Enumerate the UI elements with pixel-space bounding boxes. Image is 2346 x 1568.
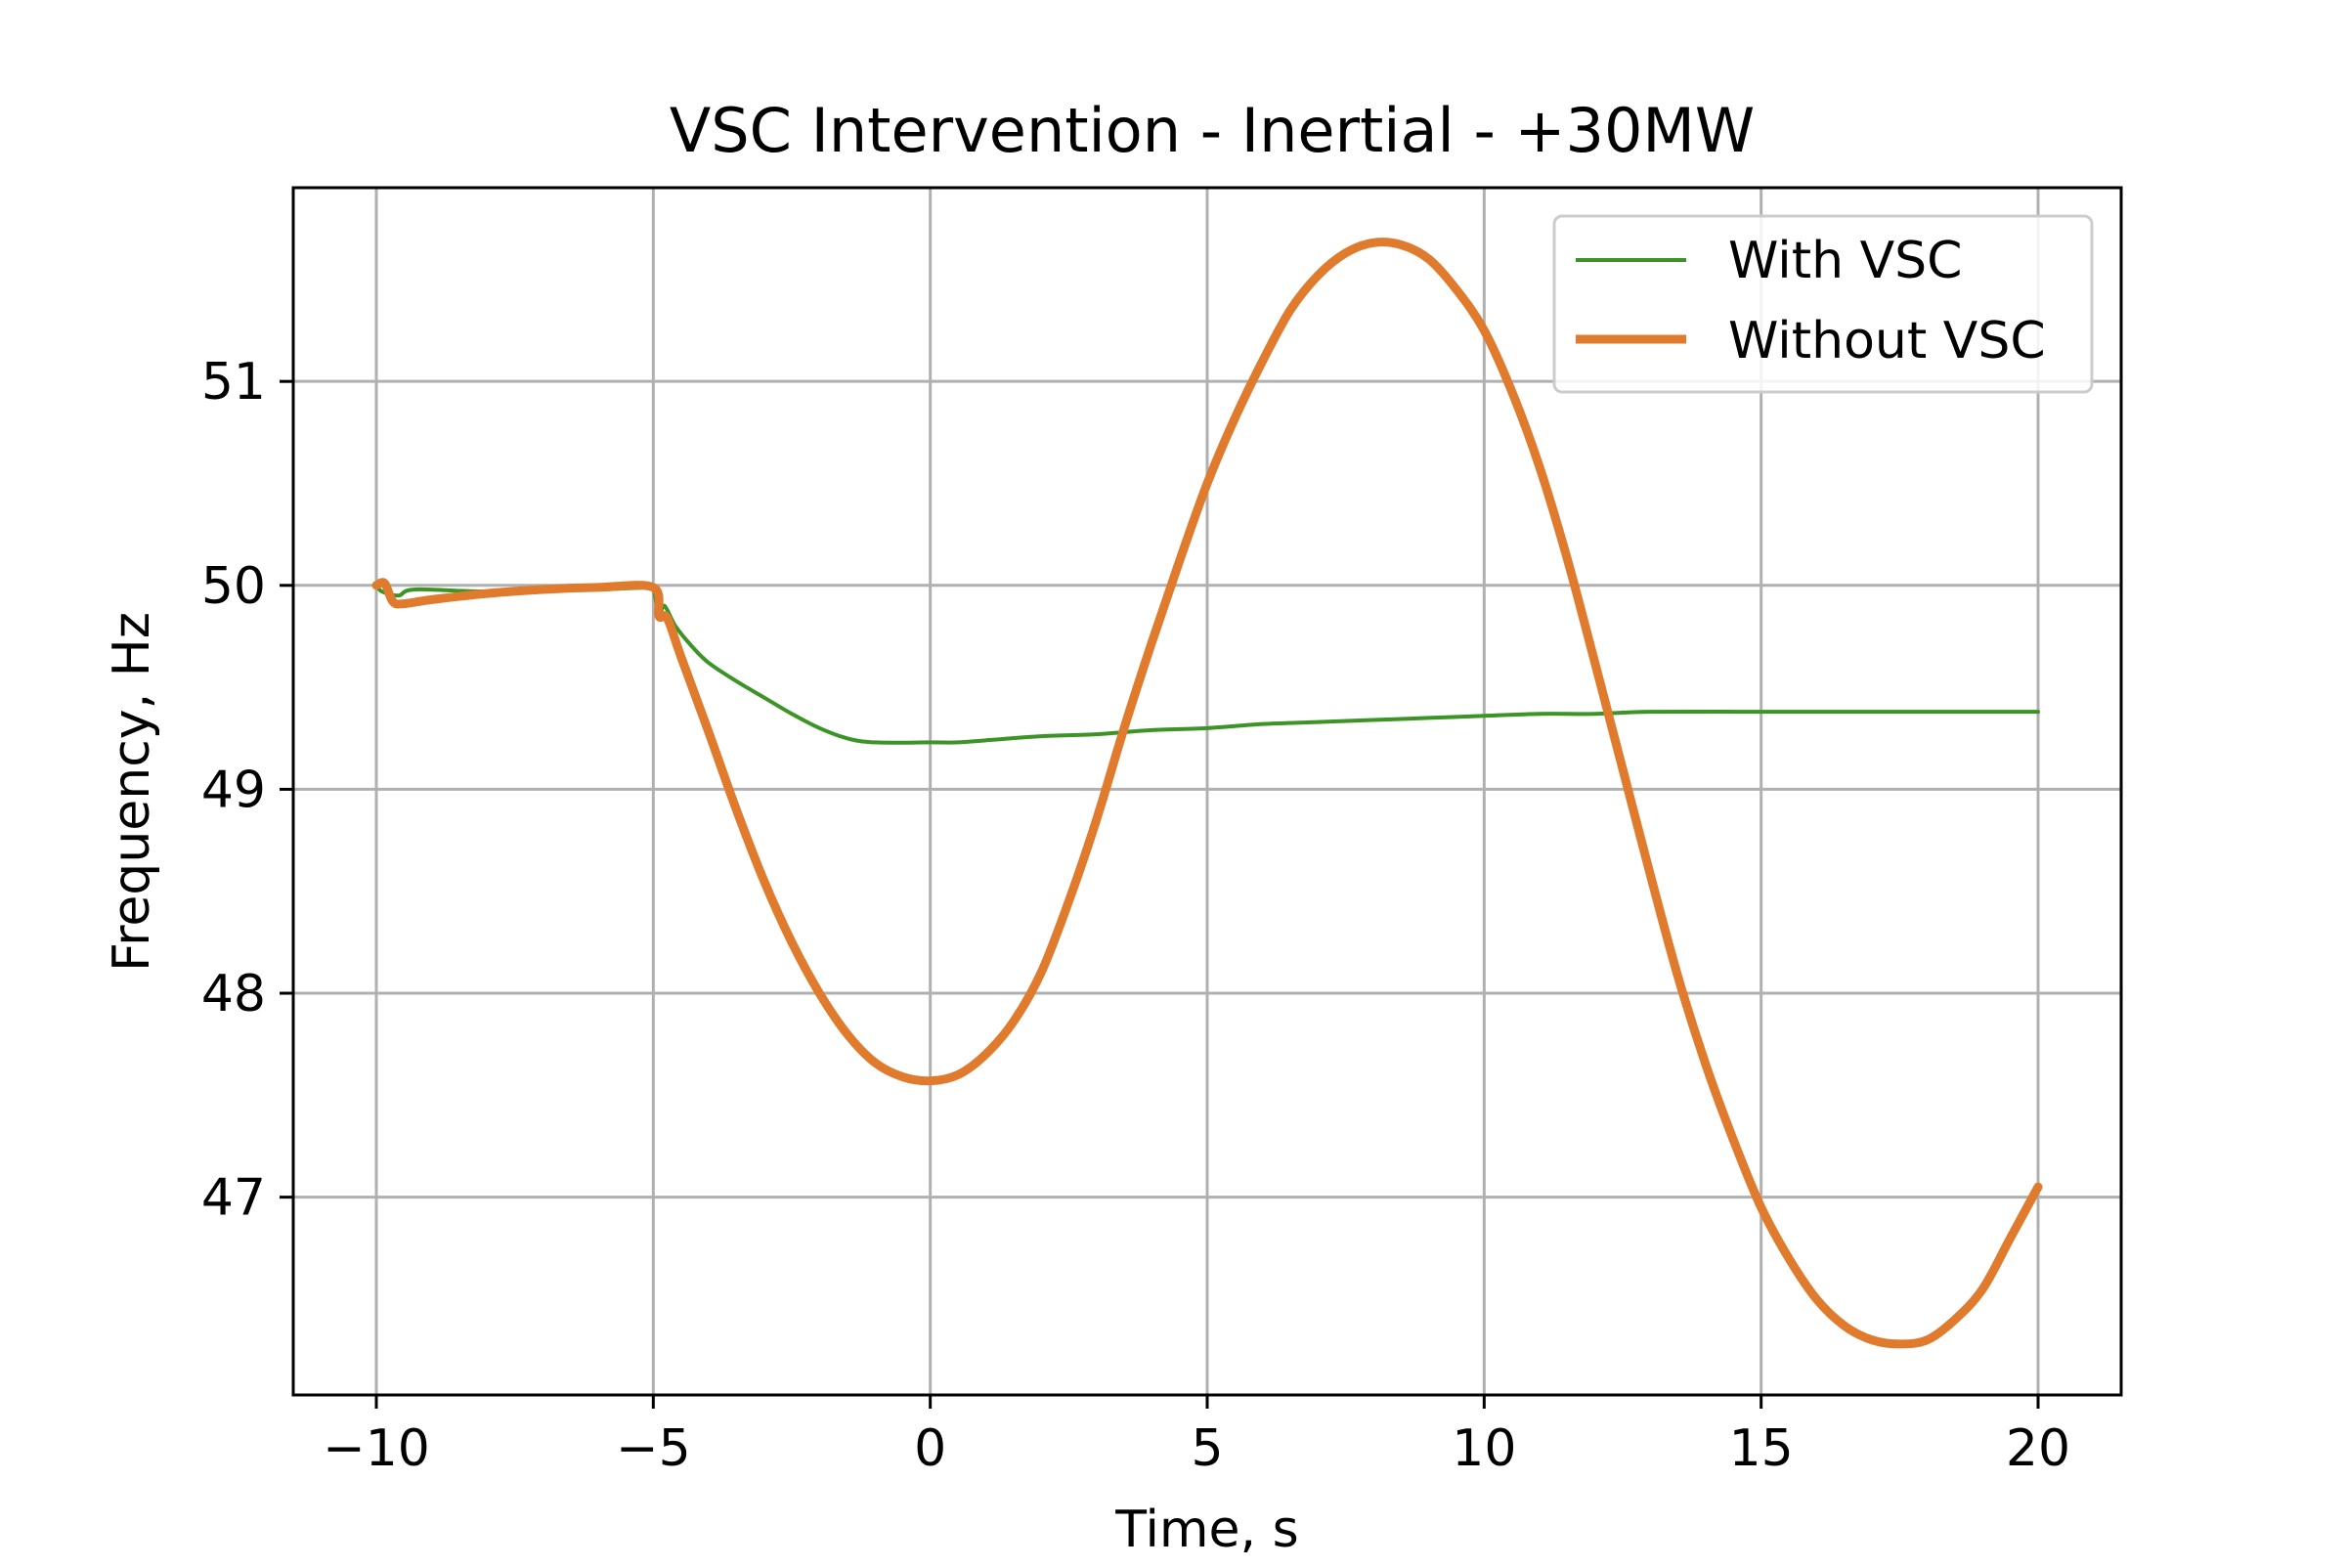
y-tick-label: 50 [201,557,266,616]
series-lines [371,238,2043,1349]
x-tick-label: −10 [323,1419,430,1478]
x-tick-label: 15 [1729,1419,1794,1478]
y-tick-label: 51 [201,353,266,412]
legend-box [1552,214,2094,394]
grid-lines [293,188,2121,1395]
y-axis-ticks: 47 48 49 50 51 [201,353,293,1228]
x-tick-label: 0 [914,1419,946,1478]
y-tick-label: 49 [201,761,266,819]
chart-title: VSC Intervention - Inertial - +30MW [670,95,1755,166]
series-line-without-vsc [371,238,2043,1349]
x-tick-label: 20 [2006,1419,2070,1478]
x-tick-label: −5 [616,1419,691,1478]
legend: With VSC Without VSC [1552,214,2094,394]
x-tick-label: 10 [1452,1419,1516,1478]
legend-label-with-vsc: With VSC [1728,232,1962,290]
y-axis-label: Frequency, Hz [103,612,161,972]
legend-label-without-vsc: Without VSC [1728,312,2046,370]
y-tick-label: 48 [201,965,266,1024]
x-tick-label: 5 [1191,1419,1223,1478]
x-axis-ticks: −10 −5 0 5 10 15 20 [323,1395,2070,1478]
x-axis-label: Time, s [1114,1501,1298,1559]
y-tick-label: 47 [201,1169,266,1228]
